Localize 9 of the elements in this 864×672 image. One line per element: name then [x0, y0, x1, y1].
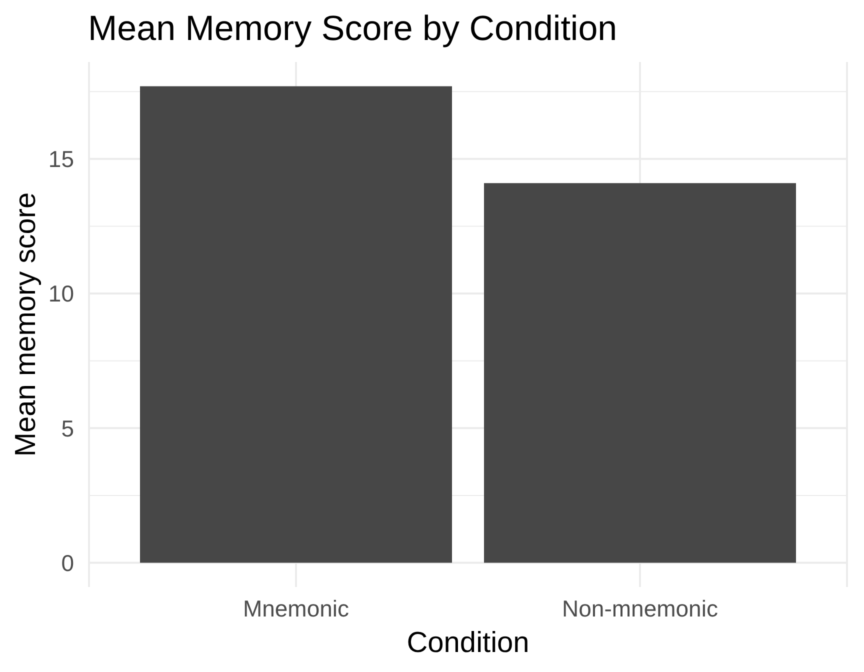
x-tick-label: Mnemonic: [242, 595, 350, 622]
x-tick-label: Non-mnemonic: [562, 595, 718, 622]
y-axis-title: Mean memory score: [10, 192, 42, 457]
y-tick-label: 15: [48, 146, 74, 172]
x-axis-title: Condition: [406, 627, 530, 659]
chart-title: Mean Memory Score by Condition: [88, 9, 618, 48]
y-tick-label: 10: [48, 280, 74, 307]
y-tick-label: 0: [61, 550, 74, 576]
y-tick-label: 5: [61, 415, 74, 442]
